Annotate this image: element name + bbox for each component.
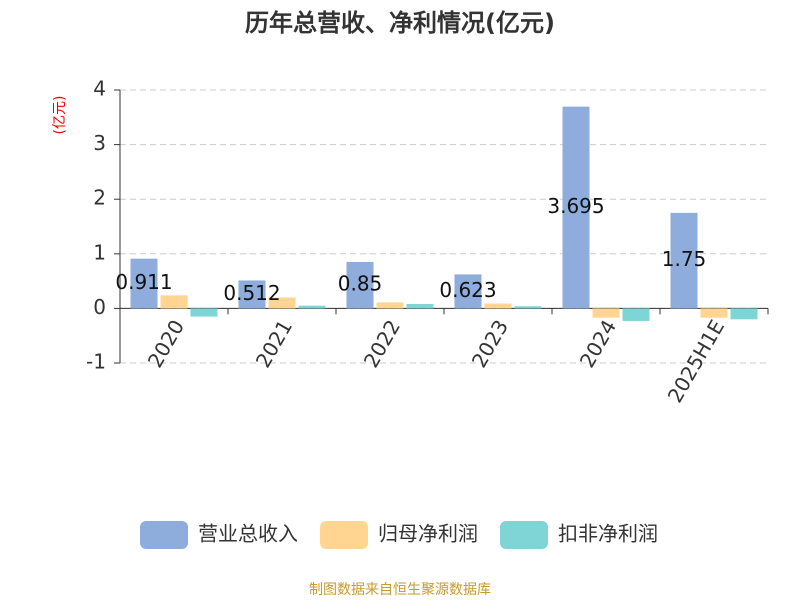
bar [484,303,512,309]
y-axis-label: (亿元) [52,96,68,135]
bar [190,308,218,317]
bar [376,302,404,309]
y-tick-label: 2 [93,186,106,210]
bar [298,305,326,309]
x-tick-label: 2023 [467,316,513,372]
legend-label: 扣非净利润 [558,522,658,546]
legend-swatch [320,521,368,549]
bar [700,308,728,318]
y-tick-label: 4 [93,77,106,101]
source-note: 制图数据来自恒生聚源数据库 [309,582,491,598]
data-label: 3.695 [547,194,604,218]
data-label: 1.75 [662,247,707,271]
y-tick-label: 0 [93,295,106,319]
bar [670,212,698,309]
bar [160,295,188,309]
data-label: 0.85 [338,272,383,296]
x-tick-label: 2025H1E [663,316,729,407]
bar [730,308,758,320]
data-label: 0.911 [115,270,172,294]
y-tick-label: 3 [93,131,106,155]
legend-label: 营业总收入 [198,522,298,546]
x-tick-label: 2022 [359,316,405,372]
legend-label: 归母净利润 [378,522,478,546]
bar [346,261,374,309]
bar [514,306,542,309]
bar [454,274,482,309]
bar [592,308,620,318]
y-tick-label: -1 [86,350,106,374]
y-tick-label: 1 [93,240,106,264]
bar [130,258,158,309]
chart-title: 历年总营收、净利情况(亿元) [245,9,555,37]
bar [622,308,650,321]
bar [238,280,266,309]
data-label: 0.623 [439,278,496,302]
legend-swatch [500,521,548,549]
bar [268,297,296,309]
legend-swatch [140,521,188,549]
data-label: 0.512 [223,281,280,305]
bar [562,106,590,309]
bar [406,304,434,309]
